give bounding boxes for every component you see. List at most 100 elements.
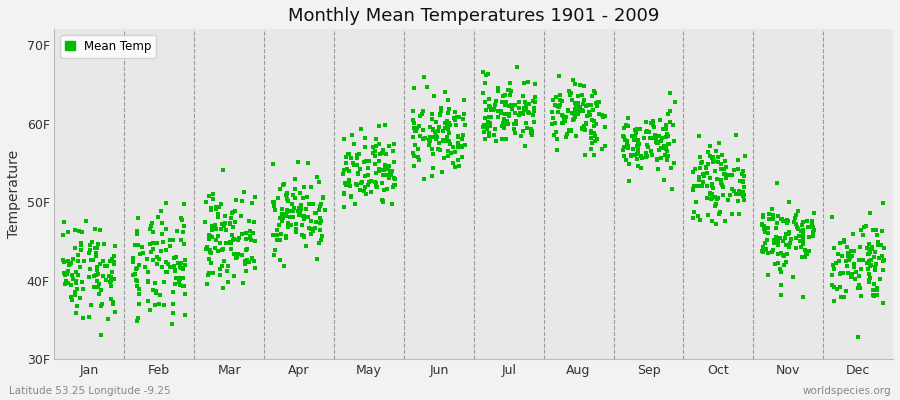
Point xyxy=(91,271,105,278)
Point xyxy=(294,202,309,208)
Point xyxy=(787,218,801,225)
Point xyxy=(100,263,114,269)
Point xyxy=(493,108,508,114)
Point xyxy=(410,125,425,132)
Point xyxy=(311,178,326,185)
Point xyxy=(619,157,634,163)
Point xyxy=(274,231,289,237)
Point xyxy=(799,217,814,224)
Point xyxy=(284,214,298,220)
Point xyxy=(508,102,522,108)
Point xyxy=(144,248,158,255)
Point xyxy=(583,145,598,152)
Point xyxy=(633,126,647,132)
Point xyxy=(359,191,374,198)
Point xyxy=(149,240,164,246)
Point xyxy=(836,270,850,277)
Point xyxy=(698,165,713,171)
Point xyxy=(142,241,157,247)
Point xyxy=(662,141,677,148)
Point xyxy=(372,166,386,172)
Point xyxy=(368,136,382,142)
Point xyxy=(824,282,839,288)
Point xyxy=(220,268,234,274)
Point xyxy=(198,218,212,225)
Point xyxy=(478,99,492,105)
Point xyxy=(425,146,439,152)
Point xyxy=(796,226,810,233)
Point xyxy=(482,120,497,126)
Point xyxy=(268,247,283,253)
Point xyxy=(842,257,856,263)
Point xyxy=(353,186,367,193)
Point xyxy=(57,270,71,276)
Point xyxy=(806,233,820,240)
Point xyxy=(130,231,144,237)
Point xyxy=(516,110,530,117)
Point xyxy=(512,104,526,111)
Point xyxy=(867,280,881,287)
Point xyxy=(96,258,111,264)
Point xyxy=(876,300,890,306)
Point xyxy=(788,244,803,251)
Point xyxy=(735,193,750,199)
Point xyxy=(166,236,180,243)
Point xyxy=(166,263,181,270)
Point xyxy=(269,237,284,243)
Point xyxy=(455,131,470,138)
Point xyxy=(778,231,793,238)
Point xyxy=(309,219,323,226)
Point xyxy=(866,227,880,234)
Point xyxy=(379,163,393,169)
Point xyxy=(387,140,401,147)
Point xyxy=(591,98,606,105)
Point xyxy=(694,160,708,166)
Point xyxy=(494,110,508,117)
Point xyxy=(770,238,785,244)
Point xyxy=(224,246,238,252)
Point xyxy=(376,167,391,173)
Point xyxy=(705,191,719,198)
Point xyxy=(486,107,500,113)
Point xyxy=(229,251,243,257)
Point xyxy=(148,280,162,286)
Point xyxy=(441,148,455,154)
Point xyxy=(758,240,772,247)
Point xyxy=(138,264,152,270)
Point xyxy=(824,271,839,278)
Point xyxy=(375,147,390,153)
Point xyxy=(782,230,796,236)
Point xyxy=(622,178,636,184)
Point xyxy=(644,148,658,154)
Point xyxy=(176,274,190,281)
Point xyxy=(104,277,118,284)
Point xyxy=(61,268,76,274)
Point xyxy=(574,92,589,99)
Point xyxy=(598,142,612,149)
Point xyxy=(847,261,861,268)
Point xyxy=(524,130,538,136)
Point xyxy=(141,297,156,304)
Point xyxy=(375,172,390,178)
Point xyxy=(853,244,868,250)
Point xyxy=(245,255,259,261)
Point xyxy=(378,162,392,168)
Point xyxy=(572,104,587,110)
Point xyxy=(478,136,492,142)
Point xyxy=(135,244,149,251)
Point xyxy=(273,186,287,192)
Point xyxy=(152,301,166,307)
Point xyxy=(440,153,454,159)
Point xyxy=(862,249,877,255)
Point xyxy=(341,181,356,188)
Point xyxy=(737,173,751,179)
Point xyxy=(729,190,743,197)
Point xyxy=(297,216,311,222)
Point xyxy=(155,264,169,270)
Point xyxy=(436,138,451,144)
Point xyxy=(762,216,777,222)
Point xyxy=(659,144,673,151)
Point xyxy=(159,247,174,253)
Point xyxy=(347,201,362,208)
Point xyxy=(82,249,96,256)
